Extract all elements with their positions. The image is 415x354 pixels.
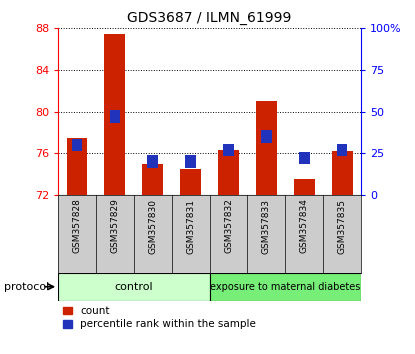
Text: GSM357830: GSM357830: [148, 199, 157, 253]
Title: GDS3687 / ILMN_61999: GDS3687 / ILMN_61999: [127, 11, 292, 24]
Bar: [67, 137, 88, 195]
Text: GSM357835: GSM357835: [338, 199, 347, 253]
Bar: [223, 143, 234, 156]
Bar: [72, 138, 82, 151]
Bar: [147, 155, 158, 168]
Text: GSM357834: GSM357834: [300, 199, 309, 253]
Bar: [337, 143, 347, 156]
Bar: [105, 34, 125, 195]
Bar: [110, 110, 120, 123]
Bar: [261, 130, 272, 143]
Bar: [142, 164, 163, 195]
Bar: [294, 179, 315, 195]
Text: protocol: protocol: [4, 282, 49, 292]
Bar: [299, 152, 310, 164]
Text: GSM357833: GSM357833: [262, 199, 271, 253]
Bar: [186, 155, 196, 168]
Bar: [332, 151, 352, 195]
Bar: [256, 101, 277, 195]
Text: GSM357829: GSM357829: [110, 199, 120, 253]
Bar: [218, 150, 239, 195]
Text: GSM357828: GSM357828: [73, 199, 81, 253]
Bar: [180, 169, 201, 195]
Text: GSM357831: GSM357831: [186, 199, 195, 253]
Text: exposure to maternal diabetes: exposure to maternal diabetes: [210, 282, 361, 292]
Text: GSM357832: GSM357832: [224, 199, 233, 253]
Text: control: control: [115, 282, 153, 292]
Bar: [58, 273, 210, 301]
Bar: [210, 273, 361, 301]
Legend: count, percentile rank within the sample: count, percentile rank within the sample: [63, 306, 256, 329]
